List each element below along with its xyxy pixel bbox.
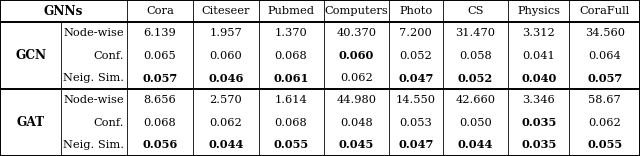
Text: Photo: Photo	[399, 6, 433, 16]
Text: GNNs: GNNs	[44, 5, 83, 18]
Text: 0.056: 0.056	[142, 139, 178, 150]
Text: 40.370: 40.370	[336, 28, 376, 38]
Text: 0.064: 0.064	[588, 51, 621, 61]
Text: 0.065: 0.065	[143, 51, 177, 61]
Text: Node-wise: Node-wise	[63, 28, 124, 38]
Text: 0.052: 0.052	[458, 73, 493, 83]
Text: 2.570: 2.570	[210, 95, 243, 105]
Text: 0.053: 0.053	[399, 118, 432, 128]
Text: 0.052: 0.052	[399, 51, 432, 61]
Text: 0.061: 0.061	[273, 73, 309, 83]
Text: Conf.: Conf.	[93, 118, 124, 128]
Text: CoraFull: CoraFull	[580, 6, 630, 16]
Text: 0.062: 0.062	[210, 118, 243, 128]
Text: 1.614: 1.614	[275, 95, 307, 105]
Text: 0.044: 0.044	[458, 139, 493, 150]
Text: 0.035: 0.035	[521, 117, 556, 128]
Text: GAT: GAT	[17, 116, 45, 129]
Text: 0.057: 0.057	[587, 73, 622, 83]
Text: Citeseer: Citeseer	[202, 6, 250, 16]
Text: 34.560: 34.560	[585, 28, 625, 38]
Text: 0.040: 0.040	[521, 73, 556, 83]
Text: 3.346: 3.346	[522, 95, 555, 105]
Text: 42.660: 42.660	[456, 95, 495, 105]
Text: 0.044: 0.044	[208, 139, 244, 150]
Text: 0.055: 0.055	[273, 139, 308, 150]
Text: 0.060: 0.060	[210, 51, 243, 61]
Text: 0.045: 0.045	[339, 139, 374, 150]
Text: Conf.: Conf.	[93, 51, 124, 61]
Text: Node-wise: Node-wise	[63, 95, 124, 105]
Text: 0.062: 0.062	[588, 118, 621, 128]
Text: 0.047: 0.047	[398, 139, 433, 150]
Text: 0.068: 0.068	[143, 118, 177, 128]
Text: Pubmed: Pubmed	[268, 6, 315, 16]
Text: GCN: GCN	[15, 49, 46, 62]
Text: 58.67: 58.67	[588, 95, 621, 105]
Text: 0.068: 0.068	[275, 118, 307, 128]
Text: 0.048: 0.048	[340, 118, 372, 128]
Text: Physics: Physics	[517, 6, 560, 16]
Text: 44.980: 44.980	[336, 95, 376, 105]
Text: 0.041: 0.041	[522, 51, 555, 61]
Text: 0.058: 0.058	[459, 51, 492, 61]
Text: Neig. Sim.: Neig. Sim.	[63, 73, 124, 83]
Text: 1.370: 1.370	[275, 28, 307, 38]
Text: 0.055: 0.055	[587, 139, 622, 150]
Text: 8.656: 8.656	[143, 95, 177, 105]
Text: 0.057: 0.057	[142, 73, 178, 83]
Text: CS: CS	[467, 6, 484, 16]
Text: Neig. Sim.: Neig. Sim.	[63, 140, 124, 150]
Text: 31.470: 31.470	[456, 28, 495, 38]
Text: 0.062: 0.062	[340, 73, 372, 83]
Text: 6.139: 6.139	[143, 28, 177, 38]
Text: 0.060: 0.060	[339, 50, 374, 61]
Text: Computers: Computers	[324, 6, 388, 16]
Text: 0.046: 0.046	[208, 73, 244, 83]
Text: 0.035: 0.035	[521, 139, 556, 150]
Text: 0.050: 0.050	[459, 118, 492, 128]
Text: 14.550: 14.550	[396, 95, 436, 105]
Text: 0.047: 0.047	[398, 73, 433, 83]
Text: 0.068: 0.068	[275, 51, 307, 61]
Text: 1.957: 1.957	[210, 28, 243, 38]
Text: Cora: Cora	[146, 6, 174, 16]
Text: 7.200: 7.200	[399, 28, 432, 38]
Text: 3.312: 3.312	[522, 28, 555, 38]
